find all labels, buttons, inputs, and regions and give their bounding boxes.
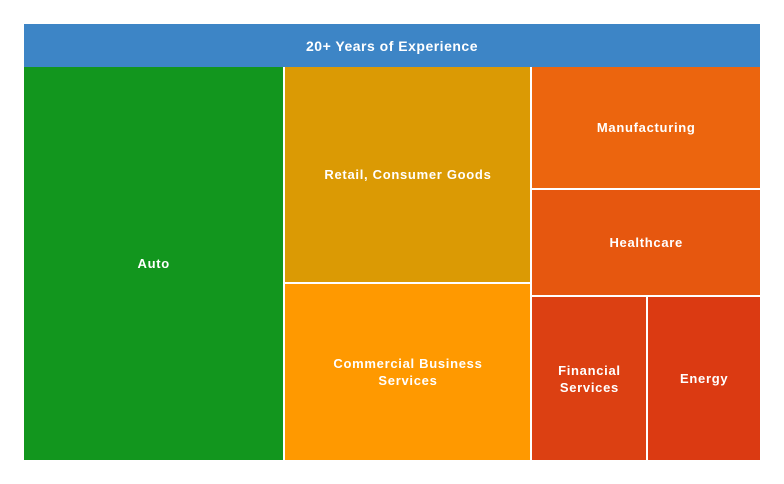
- treemap-tile-label: Financial Services: [558, 362, 621, 395]
- chart-title: 20+ Years of Experience: [306, 37, 478, 54]
- treemap-tile[interactable]: Healthcare: [532, 190, 762, 297]
- treemap-tile-label: Energy: [680, 371, 729, 386]
- treemap-header[interactable]: 20+ Years of Experience: [24, 24, 760, 67]
- treemap-tile[interactable]: Auto: [24, 67, 286, 462]
- treemap-tile[interactable]: Retail, Consumer Goods: [285, 67, 533, 284]
- treemap-tile-label: Healthcare: [609, 235, 683, 251]
- treemap-tile[interactable]: Commercial Business Services: [285, 283, 533, 462]
- treemap-tile-label: Commercial Business Services: [333, 355, 483, 388]
- treemap-tile[interactable]: Manufacturing: [532, 67, 762, 191]
- treemap-tile-label: Auto: [137, 256, 170, 271]
- treemap-tile[interactable]: Financial Services: [532, 297, 649, 462]
- treemap-tile-label: Retail, Consumer Goods: [324, 166, 492, 182]
- treemap-tile[interactable]: Energy: [648, 297, 762, 462]
- treemap-tile-label: Manufacturing: [596, 120, 696, 136]
